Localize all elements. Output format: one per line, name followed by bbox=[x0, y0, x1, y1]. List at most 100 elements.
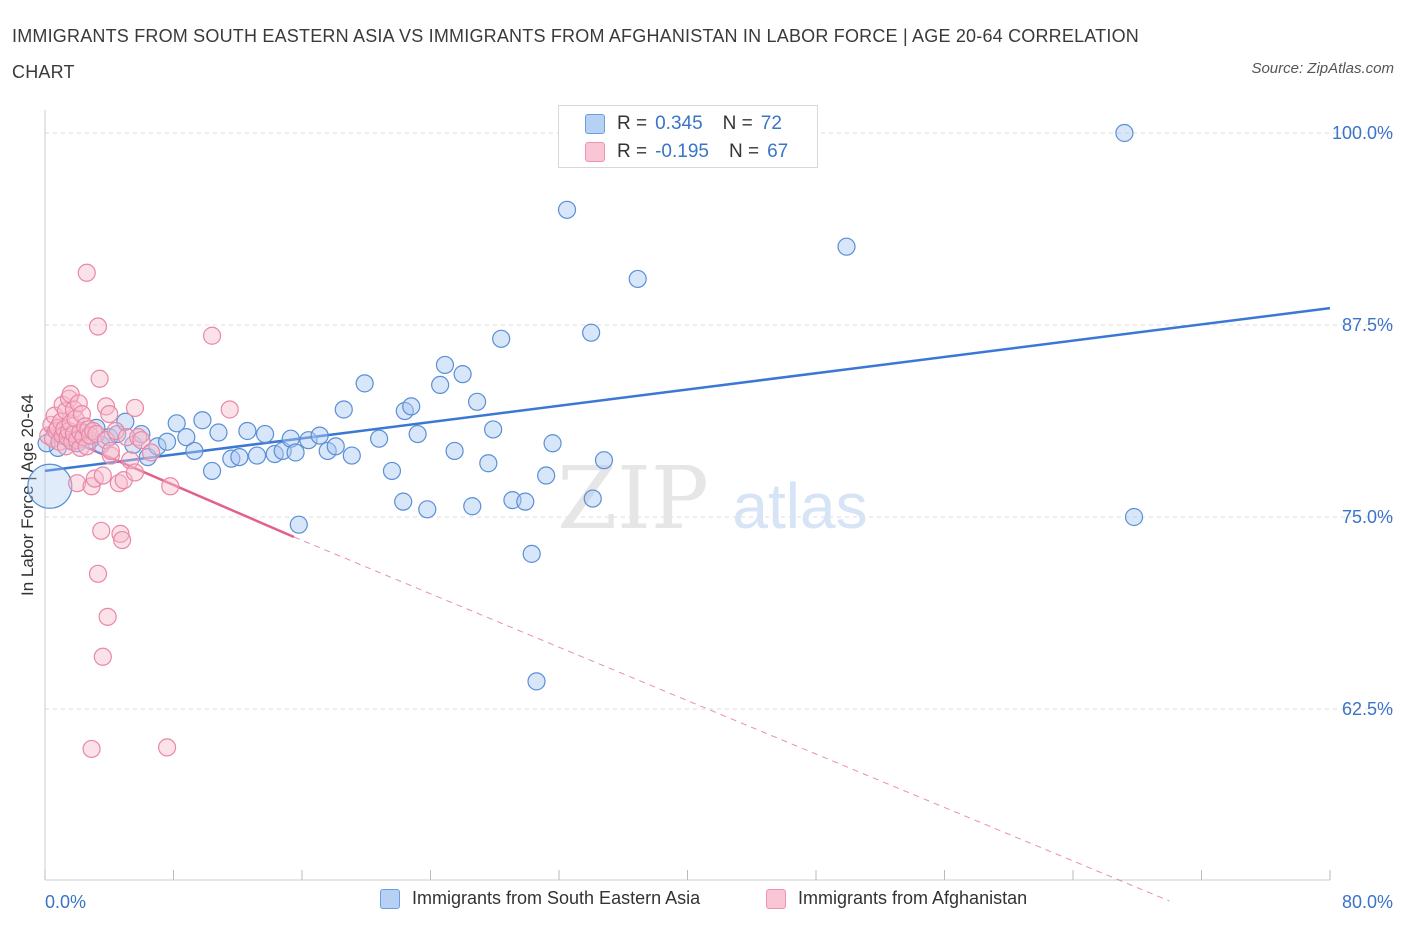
data-point bbox=[238, 421, 257, 441]
data-point bbox=[453, 365, 472, 384]
data-point bbox=[157, 738, 177, 757]
data-point bbox=[167, 414, 186, 433]
data-point bbox=[87, 424, 106, 444]
r-value: 0.345 bbox=[655, 113, 703, 134]
blue-swatch-icon bbox=[380, 888, 400, 909]
data-point bbox=[27, 463, 73, 509]
data-point bbox=[92, 521, 111, 540]
data-point bbox=[342, 446, 361, 465]
legend-item-south-eastern-asia[interactable]: Immigrants from South Eastern Asia bbox=[380, 888, 700, 909]
data-point bbox=[109, 474, 128, 493]
trend-lines bbox=[44, 306, 1331, 902]
data-point bbox=[582, 323, 601, 342]
data-point bbox=[583, 489, 602, 508]
data-point bbox=[88, 317, 108, 336]
data-point bbox=[467, 392, 487, 411]
data-point bbox=[129, 428, 148, 447]
r-label: R = bbox=[617, 141, 648, 162]
data-points bbox=[27, 123, 1144, 759]
trend-line-afghanistan-extension bbox=[293, 536, 1170, 902]
data-point bbox=[435, 355, 455, 375]
data-point bbox=[247, 446, 267, 465]
data-point bbox=[537, 466, 556, 485]
legend-item-afghanistan[interactable]: Immigrants from Afghanistan bbox=[766, 888, 1027, 909]
watermark-zip: ZIP bbox=[557, 449, 709, 549]
data-point bbox=[402, 397, 421, 416]
data-point bbox=[84, 421, 103, 441]
data-point bbox=[1124, 507, 1144, 527]
data-point bbox=[445, 441, 464, 461]
data-point bbox=[90, 369, 109, 388]
pink-swatch-icon bbox=[766, 888, 786, 909]
data-point bbox=[106, 421, 125, 441]
data-point bbox=[77, 263, 96, 282]
data-point bbox=[394, 492, 413, 511]
watermark: ZIP atlas bbox=[557, 449, 867, 549]
data-point bbox=[527, 672, 546, 691]
data-point bbox=[82, 739, 101, 759]
x-tick-label: 0.0% bbox=[45, 892, 86, 912]
series-afghanistan bbox=[39, 263, 239, 759]
data-point bbox=[177, 428, 196, 447]
data-point bbox=[543, 434, 562, 453]
data-point bbox=[111, 524, 130, 543]
data-point bbox=[484, 420, 503, 439]
tick-labels: 62.5% 75.0% 87.5% 100.0% 0.0% 80.0% bbox=[45, 123, 1393, 912]
data-point bbox=[157, 432, 177, 451]
data-point bbox=[230, 447, 249, 467]
data-point bbox=[132, 424, 151, 444]
data-point bbox=[132, 431, 151, 450]
data-point bbox=[395, 401, 414, 421]
data-point bbox=[161, 477, 180, 496]
data-point bbox=[209, 423, 228, 442]
y-tick-label: 100.0% bbox=[1332, 123, 1393, 143]
data-point bbox=[289, 515, 308, 534]
data-point bbox=[98, 607, 117, 626]
n-value: 72 bbox=[760, 113, 782, 134]
data-point bbox=[418, 500, 437, 519]
data-point bbox=[382, 461, 402, 481]
chart-source: Source: ZipAtlas.com bbox=[1251, 60, 1394, 77]
data-point bbox=[299, 431, 318, 450]
data-point bbox=[141, 443, 161, 462]
trend-line-south-eastern-asia bbox=[44, 306, 1331, 473]
blue-swatch-icon bbox=[585, 114, 605, 134]
data-point bbox=[100, 404, 119, 424]
n-label: N = bbox=[722, 113, 753, 134]
data-point bbox=[220, 400, 239, 419]
data-point bbox=[557, 200, 577, 219]
legend-label: Immigrants from Afghanistan bbox=[798, 888, 1028, 908]
stats-row-pink: R = -0.195 N = 67 bbox=[585, 138, 788, 166]
data-point bbox=[516, 492, 535, 511]
data-point bbox=[370, 429, 389, 448]
data-point bbox=[116, 412, 135, 431]
data-point bbox=[326, 437, 345, 456]
y-tick-label: 87.5% bbox=[1342, 315, 1393, 335]
data-point bbox=[255, 424, 275, 444]
data-point bbox=[93, 647, 112, 666]
series-south-eastern-asia bbox=[27, 123, 1144, 691]
data-point bbox=[431, 375, 450, 395]
r-value: -0.195 bbox=[655, 141, 709, 162]
data-point bbox=[101, 446, 120, 465]
data-point bbox=[125, 463, 145, 482]
data-point bbox=[125, 398, 145, 418]
data-point bbox=[71, 438, 90, 457]
data-point bbox=[66, 409, 85, 428]
watermark-atlas: atlas bbox=[732, 470, 867, 542]
data-point bbox=[202, 326, 222, 345]
y-tick-label: 62.5% bbox=[1342, 699, 1393, 719]
n-label: N = bbox=[728, 141, 760, 162]
data-point bbox=[193, 411, 212, 430]
data-point bbox=[202, 461, 222, 481]
legend-label: Immigrants from South Eastern Asia bbox=[412, 888, 701, 908]
data-point bbox=[492, 329, 511, 348]
stats-legend: R = 0.345 N = 72 R = -0.195 N = 67 bbox=[558, 105, 818, 168]
x-tick-label: 80.0% bbox=[1342, 892, 1393, 912]
grid-lines bbox=[45, 132, 1395, 710]
chart-title: IMMIGRANTS FROM SOUTH EASTERN ASIA VS IM… bbox=[12, 26, 1139, 82]
data-point bbox=[628, 269, 647, 289]
n-value: 67 bbox=[767, 141, 789, 162]
data-point bbox=[88, 564, 108, 583]
